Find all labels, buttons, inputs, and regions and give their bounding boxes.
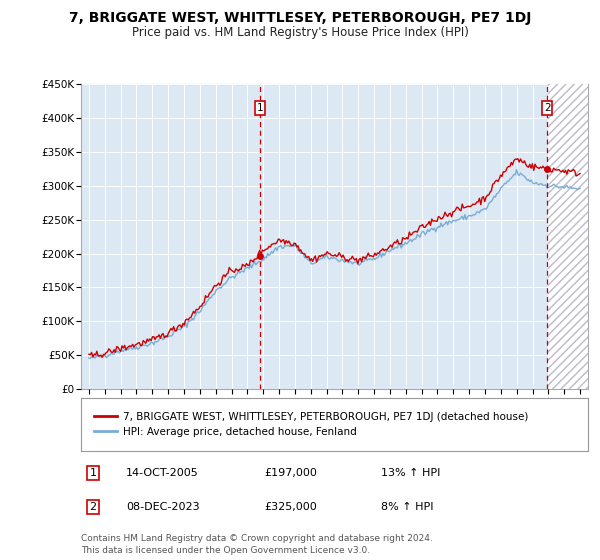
Text: 08-DEC-2023: 08-DEC-2023 — [126, 502, 200, 512]
Text: 13% ↑ HPI: 13% ↑ HPI — [381, 468, 440, 478]
Text: 1: 1 — [89, 468, 97, 478]
Text: £197,000: £197,000 — [264, 468, 317, 478]
Text: 2: 2 — [544, 102, 551, 113]
Text: 14-OCT-2005: 14-OCT-2005 — [126, 468, 199, 478]
Text: 2: 2 — [89, 502, 97, 512]
Text: 7, BRIGGATE WEST, WHITTLESEY, PETERBOROUGH, PE7 1DJ: 7, BRIGGATE WEST, WHITTLESEY, PETERBOROU… — [69, 12, 531, 26]
Text: 8% ↑ HPI: 8% ↑ HPI — [381, 502, 433, 512]
Text: £325,000: £325,000 — [264, 502, 317, 512]
Bar — [548, 84, 588, 389]
Text: Contains HM Land Registry data © Crown copyright and database right 2024.
This d: Contains HM Land Registry data © Crown c… — [81, 534, 433, 555]
Legend: 7, BRIGGATE WEST, WHITTLESEY, PETERBOROUGH, PE7 1DJ (detached house), HPI: Avera: 7, BRIGGATE WEST, WHITTLESEY, PETERBOROU… — [91, 408, 531, 440]
Text: Price paid vs. HM Land Registry's House Price Index (HPI): Price paid vs. HM Land Registry's House … — [131, 26, 469, 39]
Text: 1: 1 — [257, 102, 263, 113]
